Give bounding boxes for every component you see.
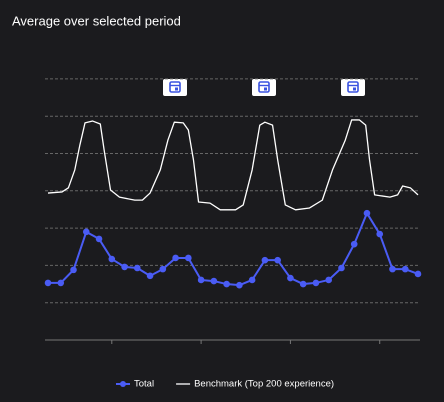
data-point	[363, 209, 371, 217]
data-point	[223, 280, 230, 288]
data-point	[350, 240, 358, 248]
data-point	[338, 264, 345, 272]
data-point	[414, 270, 422, 278]
data-point	[134, 264, 141, 272]
data-point	[274, 256, 281, 264]
data-point	[197, 276, 205, 284]
data-point	[236, 281, 243, 289]
data-point	[389, 265, 396, 273]
data-point	[121, 263, 128, 271]
data-point	[159, 265, 167, 273]
data-point	[210, 277, 218, 285]
data-point	[312, 279, 320, 287]
event-icons	[163, 79, 365, 96]
data-point	[401, 265, 409, 273]
data-point	[108, 255, 116, 263]
series-line	[47, 119, 419, 211]
calendar-icon[interactable]	[252, 79, 276, 96]
data-point	[261, 256, 269, 264]
data-point	[325, 276, 332, 284]
series-line	[48, 212, 419, 287]
data-point	[248, 276, 256, 284]
data-point	[70, 266, 77, 274]
chart-title: Average over selected period	[12, 13, 181, 28]
data-point	[287, 274, 294, 282]
data-point	[185, 254, 192, 262]
calendar-icon[interactable]	[341, 79, 365, 96]
data-point	[146, 272, 154, 280]
data-point	[57, 279, 65, 287]
legend-label: Benchmark (Top 200 experience)	[194, 379, 334, 390]
data-point	[95, 235, 103, 243]
data-point	[82, 228, 90, 236]
legend-item: Total	[116, 379, 154, 390]
legend-marker	[120, 381, 126, 387]
legend-label: Total	[134, 379, 154, 390]
data-point	[172, 254, 179, 262]
data-point	[44, 279, 52, 287]
data-point	[299, 280, 307, 288]
data-point	[376, 230, 384, 238]
calendar-icon[interactable]	[163, 79, 187, 96]
legend-item: Benchmark (Top 200 experience)	[176, 379, 334, 390]
